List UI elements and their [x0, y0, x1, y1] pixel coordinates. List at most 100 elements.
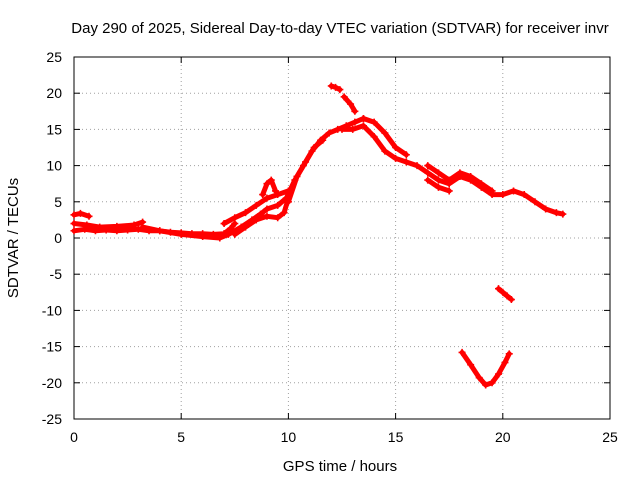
- data-point: [381, 129, 389, 137]
- data-point: [76, 209, 84, 217]
- data-point: [263, 194, 271, 202]
- series-line: [260, 177, 278, 198]
- data-point: [381, 147, 389, 155]
- data-point: [156, 227, 164, 235]
- y-tick-label: -20: [42, 375, 62, 391]
- data-point: [424, 176, 432, 184]
- tick-labels: 0 5 10 15 20 25 25 20 15 10 5 0 -5 -10 -15 -20 -25: [42, 49, 618, 445]
- data-point: [332, 83, 340, 91]
- data-point: [274, 201, 282, 209]
- data-point: [274, 191, 282, 199]
- data-point: [370, 118, 378, 126]
- data-point: [392, 154, 400, 162]
- y-tick-label: -25: [42, 411, 62, 427]
- data-point: [177, 230, 185, 238]
- data-point: [302, 158, 310, 166]
- data-point: [467, 361, 475, 369]
- series-arc-afternoon-2: [359, 115, 410, 159]
- data-point: [499, 191, 507, 199]
- data-point: [359, 115, 367, 123]
- data-point: [216, 234, 224, 242]
- series-arc-afternoon-4: [424, 176, 453, 195]
- data-point: [70, 220, 78, 228]
- data-point: [413, 162, 421, 170]
- data-point: [70, 227, 78, 235]
- data-point: [267, 176, 275, 184]
- y-tick-label: 15: [46, 121, 62, 137]
- y-tick-label: 5: [54, 194, 62, 210]
- series-arc-afternoon-3: [424, 162, 496, 195]
- grid: [74, 57, 610, 419]
- data-point: [495, 370, 503, 378]
- data-point: [424, 169, 432, 177]
- data-point: [456, 169, 464, 177]
- data-point: [424, 162, 432, 170]
- data-point: [552, 209, 560, 217]
- data-point: [263, 205, 271, 213]
- data-point: [520, 191, 528, 199]
- data-point: [559, 210, 567, 218]
- data-point: [434, 169, 442, 177]
- data-point: [434, 183, 442, 191]
- data-point: [252, 201, 260, 209]
- x-tick-label: 0: [70, 429, 78, 445]
- data-point: [293, 172, 301, 180]
- series-line: [339, 123, 566, 217]
- data-point: [475, 374, 483, 382]
- data-point: [259, 191, 267, 199]
- data-point: [70, 211, 78, 219]
- data-point: [347, 100, 355, 108]
- x-axis-label: GPS time / hours: [283, 458, 397, 475]
- data-point: [499, 288, 507, 296]
- data-point: [336, 86, 344, 94]
- data-point: [351, 107, 359, 115]
- series-line: [459, 349, 512, 388]
- data-point: [488, 379, 496, 387]
- data-point: [340, 93, 348, 101]
- data-point: [402, 151, 410, 159]
- data-point: [242, 223, 250, 231]
- data-point: [370, 133, 378, 141]
- y-axis-label: SDTVAR / TECUs: [5, 178, 22, 298]
- series-arc-start-mid: [70, 218, 147, 231]
- x-tick-label: 15: [388, 429, 404, 445]
- series-arc-spike: [259, 176, 280, 199]
- data-point: [134, 225, 142, 233]
- data-point: [96, 223, 104, 231]
- series-arc-morning-3: [220, 187, 292, 228]
- data-point: [272, 187, 280, 195]
- series-arc-morning-2: [231, 194, 292, 238]
- series-arc-start-high: [70, 209, 93, 220]
- data-point: [445, 187, 453, 195]
- data-point: [327, 82, 335, 90]
- x-tick-label: 25: [602, 429, 618, 445]
- data-point: [542, 205, 550, 213]
- data-point: [501, 359, 509, 367]
- data-point: [113, 222, 121, 230]
- y-tick-label: 25: [46, 49, 62, 65]
- data-point: [467, 172, 475, 180]
- x-tick-label: 10: [281, 429, 297, 445]
- y-tick-label: 20: [46, 85, 62, 101]
- x-tick-label: 5: [177, 429, 185, 445]
- data-point: [531, 198, 539, 206]
- series-arc-rise: [284, 136, 327, 206]
- data-point: [231, 214, 239, 222]
- y-tick-label: 0: [54, 230, 62, 246]
- y-tick-label: -10: [42, 302, 62, 318]
- data-point: [495, 285, 503, 293]
- data-point: [130, 221, 138, 229]
- series-arc-afternoon: [338, 122, 567, 218]
- data-point: [319, 136, 327, 144]
- data-point: [85, 212, 93, 220]
- x-tick-label: 20: [495, 429, 511, 445]
- data-point: [220, 220, 228, 228]
- data-point: [263, 212, 271, 220]
- chart-title: Day 290 of 2025, Sidereal Day-to-day VTE…: [71, 20, 608, 37]
- series-arc-peak-2: [340, 93, 359, 115]
- data-point: [224, 230, 232, 238]
- data-point: [199, 233, 207, 241]
- y-tick-label: -5: [50, 266, 63, 282]
- axis-ticks: [73, 56, 611, 420]
